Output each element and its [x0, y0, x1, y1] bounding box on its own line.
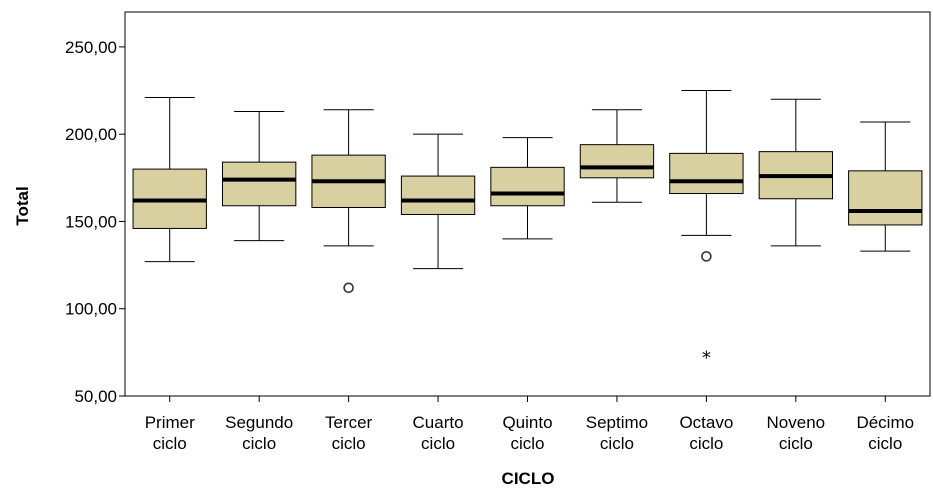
y-tick-label: 150,00 [65, 212, 117, 231]
box-2 [221, 110, 297, 242]
boxes-group: * [132, 90, 923, 369]
x-tick-label: Cuarto [413, 413, 464, 432]
x-tick-label-line2: ciclo [868, 434, 902, 453]
x-tick-label: Noveno [767, 413, 826, 432]
x-tick-label: Tercer [325, 413, 373, 432]
x-tick-label: Décimo [856, 413, 914, 432]
y-tick-label: 50,00 [74, 387, 117, 406]
x-tick-label-line2: ciclo [421, 434, 455, 453]
x-axis: Primer ciclo Segundo ciclo Tercer ciclo Cuarto… [145, 396, 914, 453]
box-6 [579, 109, 655, 203]
x-tick-label: Septimo [586, 413, 648, 432]
x-tick-label-line2: ciclo [153, 434, 187, 453]
x-tick-label-line2: ciclo [242, 434, 276, 453]
x-tick-label: Octavo [679, 413, 733, 432]
box-7: * [669, 90, 744, 369]
x-tick-label: Quinto [502, 413, 552, 432]
extreme-point: * [702, 348, 711, 369]
x-tick-label: Segundo [225, 413, 293, 432]
outlier-point [701, 251, 712, 262]
iqr-box [490, 166, 565, 207]
box-8 [758, 98, 834, 247]
box-5 [490, 137, 565, 240]
x-tick-label-line2: ciclo [779, 434, 813, 453]
iqr-box [579, 144, 655, 179]
y-tick-label: 200,00 [65, 125, 117, 144]
iqr-box [669, 152, 744, 195]
iqr-box [221, 161, 297, 207]
y-axis: 50,00 100,00 150,00 200,00 250,00 [65, 38, 125, 406]
box-9 [848, 121, 923, 252]
box-1 [132, 97, 207, 263]
outlier-point [343, 282, 354, 294]
iqr-box [400, 175, 476, 215]
x-tick-label: Primer [145, 413, 195, 432]
box-3 [311, 109, 386, 294]
x-tick-label-line2: ciclo [510, 434, 544, 453]
x-tick-label-line2: ciclo [600, 434, 634, 453]
box-4 [400, 133, 476, 270]
x-tick-label-line2: ciclo [332, 434, 366, 453]
iqr-box [848, 170, 923, 226]
y-tick-label: 250,00 [65, 38, 117, 57]
x-tick-label-line2: ciclo [689, 434, 723, 453]
y-tick-label: 100,00 [65, 300, 117, 319]
y-axis-title: Total [13, 186, 32, 225]
x-axis-title: CICLO [502, 469, 555, 488]
